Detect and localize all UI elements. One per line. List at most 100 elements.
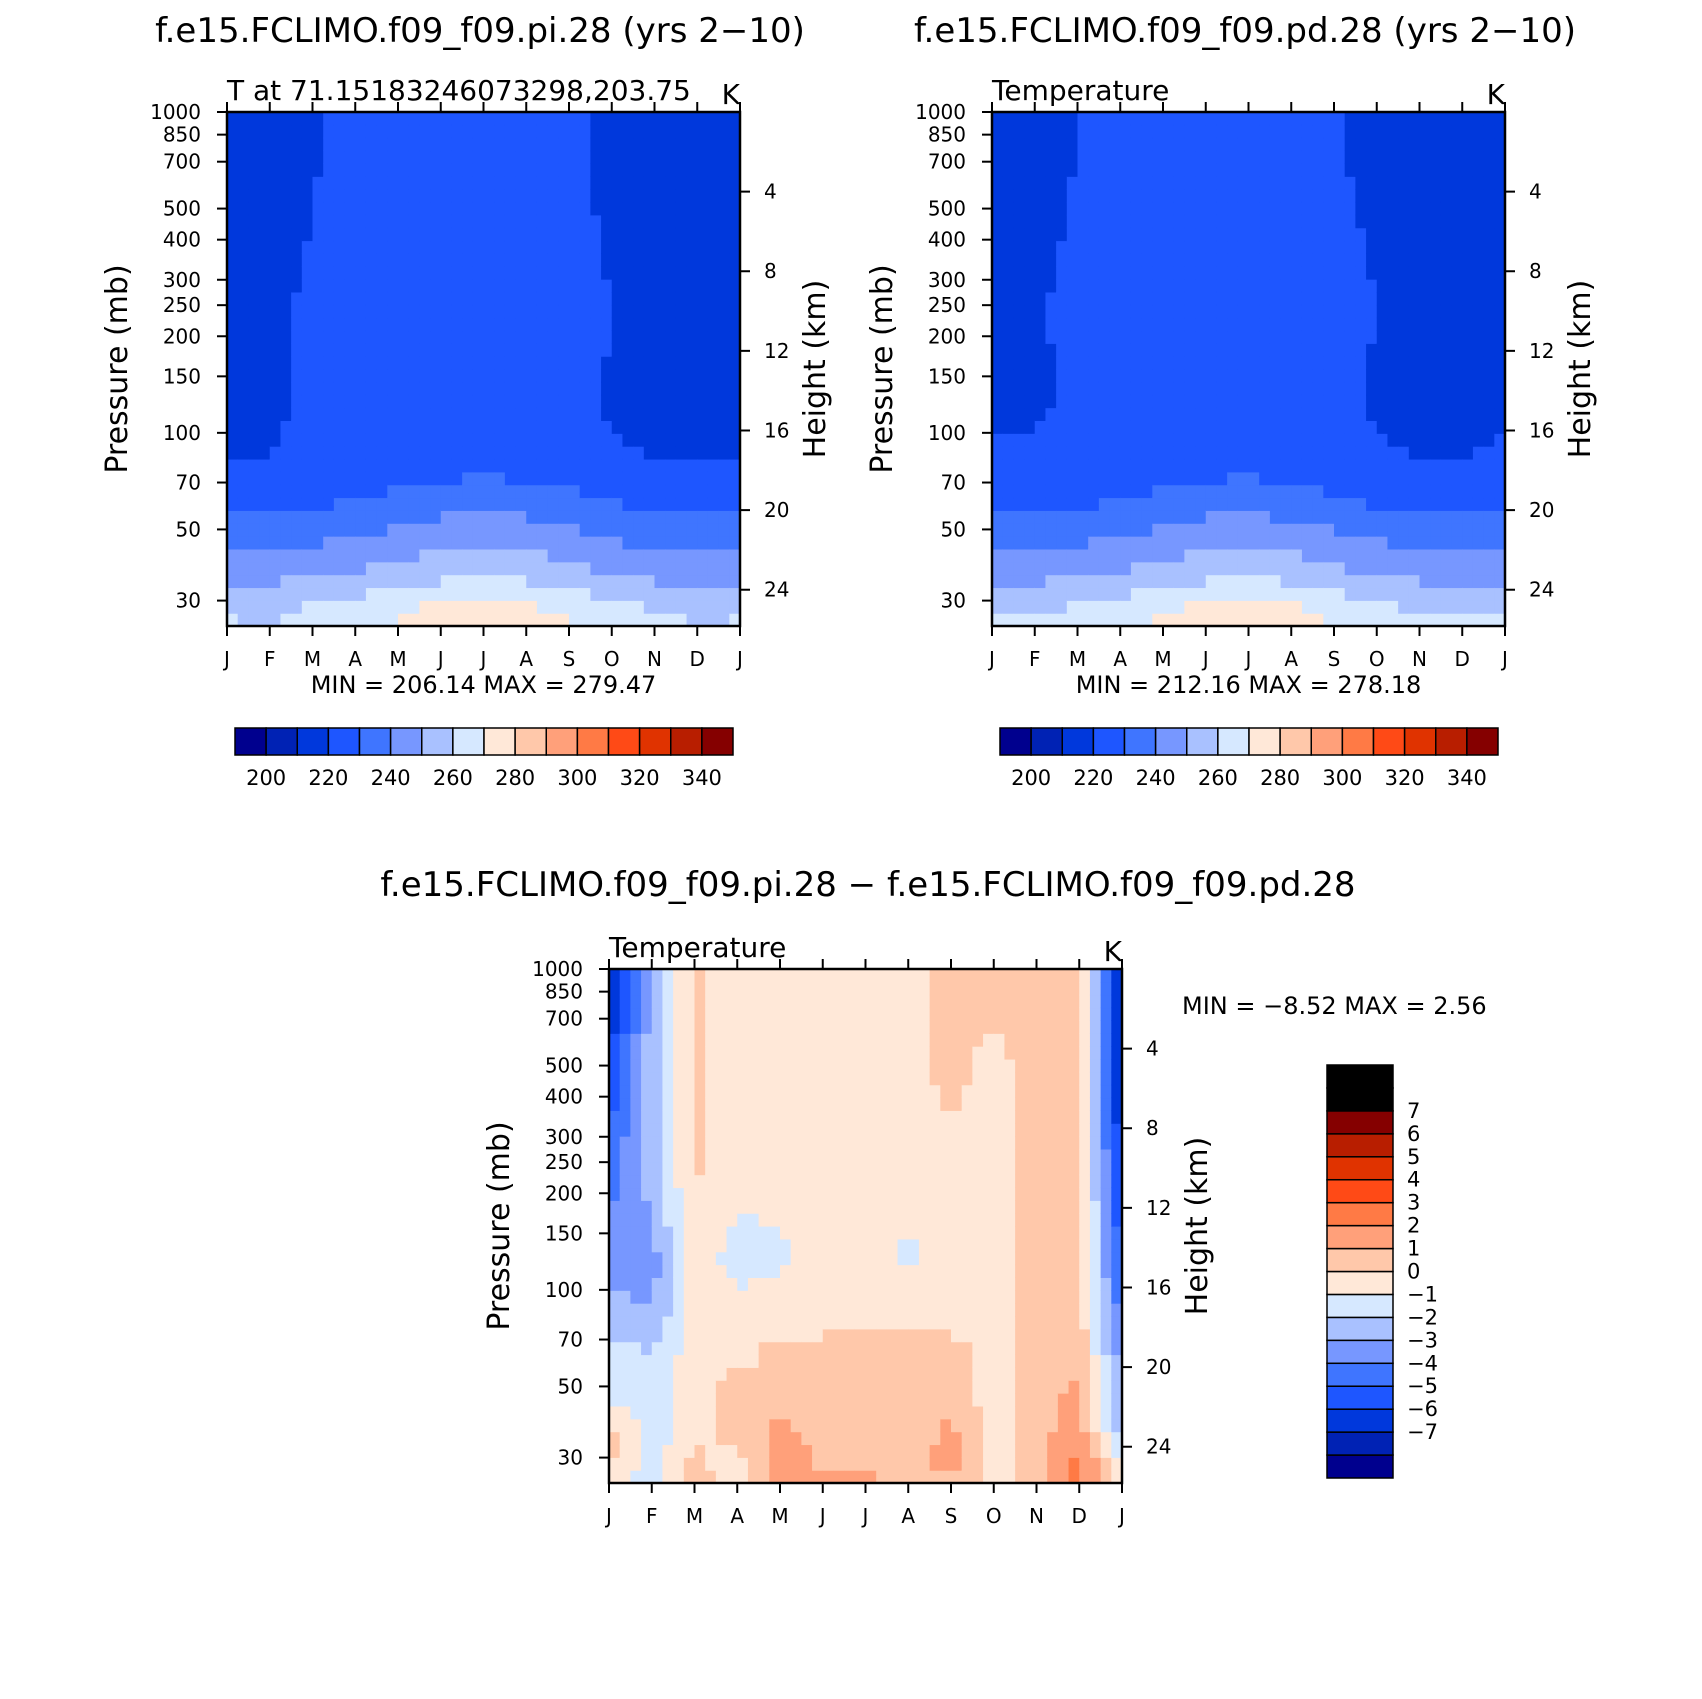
contour-cell	[812, 1264, 824, 1278]
contour-cell	[280, 356, 292, 370]
contour-cell	[1195, 343, 1207, 357]
contour-cell	[430, 279, 442, 293]
contour-cell	[269, 317, 282, 332]
contour-cell	[630, 1033, 642, 1047]
contour-cell	[579, 124, 591, 139]
contour-cell	[1045, 433, 1057, 447]
contour-cell	[651, 1328, 664, 1343]
contour-cell	[1312, 381, 1324, 396]
contour-cell	[1195, 484, 1207, 499]
contour-cell	[430, 613, 442, 627]
contour-cell	[609, 969, 621, 983]
contour-cell	[1227, 266, 1239, 280]
contour-cell	[291, 112, 303, 126]
contour-cell	[1088, 137, 1100, 152]
contour-cell	[1120, 613, 1132, 627]
contour-cell	[1109, 150, 1121, 164]
contour-cell	[1291, 343, 1303, 357]
contour-cell	[536, 536, 549, 550]
contour-cell	[641, 1457, 653, 1471]
contour-cell	[398, 407, 410, 421]
contour-cell	[705, 1264, 717, 1278]
contour-cell	[1430, 381, 1442, 396]
contour-cell	[1109, 240, 1121, 254]
contour-cell	[1056, 356, 1068, 370]
contour-cell	[790, 1161, 802, 1176]
contour-cell	[1034, 574, 1047, 589]
contour-cell	[1248, 510, 1260, 524]
contour-cell	[1088, 574, 1100, 589]
contour-cell	[536, 433, 549, 447]
contour-cell	[590, 189, 602, 203]
contour-cell	[697, 484, 709, 499]
contour-cell	[419, 291, 431, 306]
contour-cell	[1376, 227, 1389, 242]
contour-cell	[1120, 394, 1132, 409]
contour-cell	[1045, 266, 1057, 280]
contour-cell	[451, 253, 463, 267]
contour-cell	[526, 369, 538, 383]
panel-pi-temperature: f.e15.FCLIMO.f09_f09.pi.28 (yrs 2−10)T a…	[100, 11, 833, 790]
contour-cell	[494, 407, 506, 421]
contour-cell	[673, 1058, 685, 1073]
contour-cell	[1334, 369, 1346, 383]
contour-cell	[654, 407, 666, 421]
contour-cell	[1376, 561, 1389, 576]
contour-cell	[801, 1315, 813, 1330]
contour-cell	[1024, 381, 1036, 396]
contour-cell	[333, 112, 346, 126]
contour-cell	[643, 523, 656, 537]
contour-cell	[1173, 201, 1185, 216]
contour-cell	[801, 1393, 813, 1407]
contour-cell	[323, 523, 335, 537]
contour-cell	[1173, 458, 1185, 473]
contour-cell	[259, 471, 271, 486]
contour-cell	[769, 1123, 781, 1137]
contour-cell	[1494, 523, 1506, 537]
contour-cell	[248, 150, 260, 164]
contour-cell	[312, 214, 324, 229]
contour-cell	[1483, 381, 1495, 396]
contour-cell	[651, 1046, 664, 1060]
contour-cell	[715, 1084, 728, 1099]
contour-cell	[1013, 201, 1025, 216]
contour-cell	[1451, 548, 1463, 563]
contour-cell	[601, 124, 613, 139]
contour-cell	[440, 189, 453, 203]
contour-cell	[1259, 356, 1271, 370]
contour-cell	[312, 484, 324, 499]
contour-cell	[1227, 510, 1239, 524]
contour-cell	[1056, 343, 1068, 357]
contour-cell	[547, 124, 559, 139]
contour-cell	[822, 1264, 835, 1278]
contour-cell	[259, 548, 271, 563]
contour-cell	[355, 304, 367, 319]
contour-cell	[822, 1110, 835, 1124]
height-tick-label: 12	[1529, 339, 1554, 363]
contour-cell	[729, 484, 741, 499]
contour-cell	[333, 433, 346, 447]
contour-cell	[365, 150, 378, 164]
contour-cell	[707, 510, 720, 524]
contour-cell	[547, 112, 559, 126]
contour-cell	[683, 1084, 696, 1099]
contour-cell	[1045, 163, 1057, 177]
contour-cell	[301, 433, 314, 447]
contour-cell	[675, 279, 688, 293]
contour-cell	[1291, 536, 1303, 550]
contour-cell	[483, 600, 495, 614]
contour-cell	[822, 1046, 835, 1060]
contour-cell	[1259, 227, 1271, 242]
colorbar-swatch	[545, 727, 579, 756]
contour-cell	[387, 446, 399, 460]
contour-cell	[633, 227, 645, 242]
contour-cell	[1483, 189, 1495, 203]
contour-cell	[715, 1226, 728, 1240]
contour-cell	[1024, 433, 1036, 447]
contour-cell	[1163, 189, 1175, 203]
contour-cell	[1472, 189, 1485, 203]
contour-cell	[590, 587, 602, 601]
contour-cell	[1152, 548, 1164, 563]
contour-cell	[504, 458, 517, 473]
contour-cell	[812, 1418, 824, 1433]
